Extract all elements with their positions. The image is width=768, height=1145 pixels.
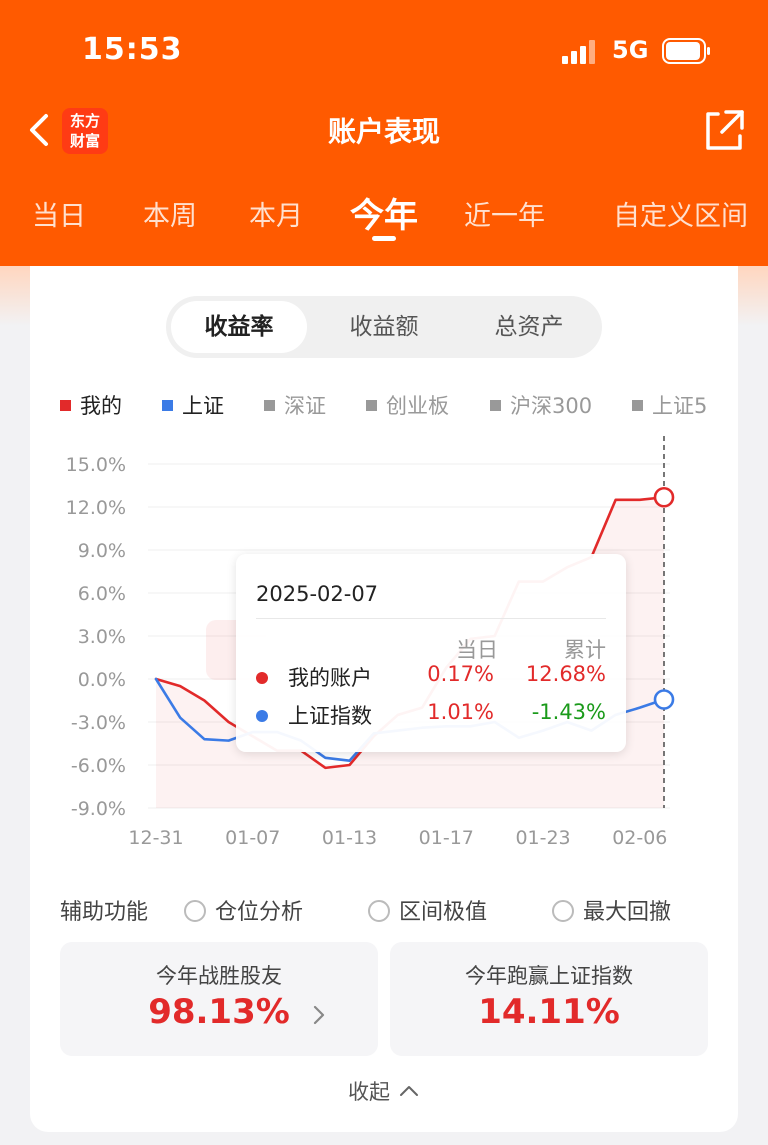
tab-year[interactable]: 今年 xyxy=(350,196,418,236)
tooltip-series-name: 上证指数 xyxy=(288,704,372,728)
option-label: 区间极值 xyxy=(399,900,488,925)
signal-icon xyxy=(562,40,602,64)
period-tabs: 当日 本周 本月 今年 近一年 自定义区间 xyxy=(0,184,768,244)
legend-dot xyxy=(162,400,173,411)
legend-mine[interactable]: 我的 xyxy=(60,390,122,420)
y-tick-label: -6.0% xyxy=(71,755,126,777)
option-max-drawdown[interactable]: 最大回撤 xyxy=(552,894,671,926)
stat-beat-peers[interactable]: 今年战胜股友 98.13% xyxy=(60,942,378,1056)
x-tick-label: 12-31 xyxy=(128,827,183,849)
stat-value: 98.13% xyxy=(148,992,290,1032)
option-range-extremes[interactable]: 区间极值 xyxy=(368,894,487,926)
legend-dot xyxy=(60,400,71,411)
tooltip-cum-value: -1.43% xyxy=(531,700,606,724)
legend-csi300[interactable]: 沪深300 xyxy=(490,390,592,420)
series-dot xyxy=(256,710,268,722)
network-type: 5G xyxy=(612,36,649,64)
tooltip-series-name: 我的账户 xyxy=(288,666,372,690)
radio-icon xyxy=(368,900,390,922)
stat-value: 14.11% xyxy=(478,992,620,1032)
tooltip-col-day: 当日 xyxy=(456,638,498,662)
legend-sse50[interactable]: 上证5 xyxy=(632,390,707,420)
app-header: 15:53 5G 东方 财富 账户表现 当日 本周 本月 今年 近 xyxy=(0,0,768,266)
aux-label: 辅助功能 xyxy=(60,900,149,925)
x-tick-label: 01-13 xyxy=(322,827,377,849)
legend-shanghai[interactable]: 上证 xyxy=(162,390,224,420)
back-arrow-icon[interactable] xyxy=(24,110,54,150)
x-tick-label: 01-07 xyxy=(225,827,280,849)
y-tick-label: 15.0% xyxy=(66,454,126,476)
page-title: 账户表现 xyxy=(327,115,440,148)
tooltip-date: 2025-02-07 xyxy=(256,582,379,606)
tooltip-row-shanghai: 上证指数 1.01% -1.43% xyxy=(256,700,606,730)
y-tick-label: -3.0% xyxy=(71,712,126,734)
legend-dot xyxy=(490,400,501,411)
x-tick-label: 01-17 xyxy=(419,827,474,849)
segment-return-rate[interactable]: 收益率 xyxy=(171,301,307,353)
status-time: 15:53 xyxy=(82,32,183,67)
tooltip-cum-value: 12.68% xyxy=(525,662,606,686)
tooltip-day-value: 1.01% xyxy=(427,700,494,724)
share-icon[interactable] xyxy=(702,108,746,152)
chevron-right-icon xyxy=(313,1005,325,1025)
legend-label: 深证 xyxy=(284,394,326,418)
tab-week[interactable]: 本周 xyxy=(143,201,197,232)
radio-icon xyxy=(552,900,574,922)
chevron-up-icon xyxy=(400,1086,418,1096)
stat-beat-index: 今年跑赢上证指数 14.11% xyxy=(390,942,708,1056)
collapse-label: 收起 xyxy=(348,1080,390,1104)
title-bar: 东方 财富 账户表现 xyxy=(0,100,768,162)
legend-label: 创业板 xyxy=(386,394,449,418)
tooltip-col-cum: 累计 xyxy=(564,638,606,662)
legend-shenzhen[interactable]: 深证 xyxy=(264,390,326,420)
app-logo: 东方 财富 xyxy=(62,108,108,154)
aux-functions: 辅助功能 仓位分析 区间极值 最大回撤 xyxy=(30,892,738,926)
data-point-mine xyxy=(653,486,675,508)
y-tick-label: -9.0% xyxy=(71,798,126,820)
tooltip-day-value: 0.17% xyxy=(427,662,494,686)
x-tick-label: 01-23 xyxy=(515,827,570,849)
active-tab-indicator xyxy=(372,236,396,241)
stat-label: 今年战胜股友 xyxy=(156,964,282,988)
legend-chinext[interactable]: 创业板 xyxy=(366,390,449,420)
option-position-analysis[interactable]: 仓位分析 xyxy=(184,894,303,926)
tab-last-year[interactable]: 近一年 xyxy=(464,201,545,232)
stat-label: 今年跑赢上证指数 xyxy=(465,964,633,988)
radio-icon xyxy=(184,900,206,922)
status-bar: 15:53 5G xyxy=(0,0,768,100)
legend-label: 沪深300 xyxy=(510,394,593,418)
chart-tooltip: 2025-02-07 当日 累计 我的账户 0.17% 12.68% 上证指数 … xyxy=(236,554,626,752)
legend-label: 上证5 xyxy=(652,394,708,418)
tooltip-divider xyxy=(256,618,606,619)
legend-label: 上证 xyxy=(182,394,224,418)
legend-dot xyxy=(366,400,377,411)
y-tick-label: 12.0% xyxy=(66,497,126,519)
chart-legend: 我的 上证 深证 创业板 沪深300 上证5 xyxy=(30,390,738,420)
tooltip-row-mine: 我的账户 0.17% 12.68% xyxy=(256,662,606,692)
tab-month[interactable]: 本月 xyxy=(249,201,303,232)
segment-return-amount[interactable]: 收益额 xyxy=(349,314,419,340)
tab-today[interactable]: 当日 xyxy=(32,201,86,232)
series-dot xyxy=(256,672,268,684)
segment-total-assets[interactable]: 总资产 xyxy=(494,314,564,340)
y-tick-label: 3.0% xyxy=(78,626,126,648)
performance-card: 收益率 收益额 总资产 我的 上证 深证 创业板 沪深300 上证5 15.0%… xyxy=(30,266,738,1132)
legend-dot xyxy=(264,400,275,411)
collapse-button[interactable]: 收起 xyxy=(30,1076,738,1106)
y-tick-label: 6.0% xyxy=(78,583,126,605)
y-tick-label: 9.0% xyxy=(78,540,126,562)
tab-custom-range[interactable]: 自定义区间 xyxy=(613,201,748,232)
y-tick-label: 0.0% xyxy=(78,669,126,691)
battery-icon xyxy=(662,38,710,64)
option-label: 最大回撤 xyxy=(583,900,672,925)
data-point-shanghai xyxy=(653,689,675,710)
metric-segment: 收益率 收益额 总资产 xyxy=(166,296,602,358)
x-tick-label: 02-06 xyxy=(612,827,667,849)
option-label: 仓位分析 xyxy=(215,900,304,925)
legend-label: 我的 xyxy=(80,394,122,418)
legend-dot xyxy=(632,400,643,411)
